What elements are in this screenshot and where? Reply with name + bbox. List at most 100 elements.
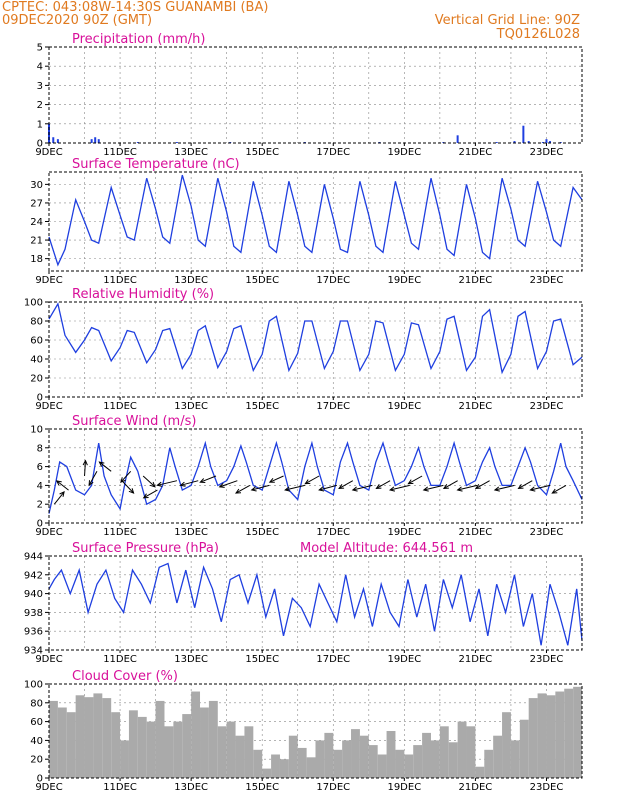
wind-xtick-label: 11DEC [103, 527, 137, 538]
wind-wind-arrow-head [199, 478, 206, 483]
wind-wind-arrow-head [529, 486, 536, 492]
precipitation-xtick-label: 9DEC [35, 147, 62, 158]
cloud-bar [493, 735, 503, 778]
wind-wind-arrow [157, 480, 178, 486]
temperature-title: Surface Temperature (nC) [72, 157, 240, 172]
cloud-ytick-label: 0 [37, 774, 43, 785]
cloud-bar [342, 740, 352, 778]
wind-wind-arrow [120, 470, 132, 483]
cloud-xtick-label: 19DEC [387, 782, 421, 793]
precipitation-bar [522, 125, 525, 143]
wind-wind-arrow-head [128, 488, 135, 494]
precipitation-bar [136, 142, 139, 143]
precipitation-frame [48, 46, 583, 144]
cloud-bar [315, 740, 325, 778]
wind-wind-arrow-head [268, 477, 275, 483]
cloud-bar [537, 693, 547, 778]
cloud-bar [404, 754, 414, 778]
wind-wind-arrow [84, 460, 87, 477]
humidity-xtick-label: 13DEC [174, 401, 208, 412]
wind-wind-arrow [142, 475, 156, 488]
wind-wind-arrow [457, 484, 478, 491]
pressure-panel: 934 936 938 940 942 944 9DEC 11DEC 13DEC 15DEC 17D… [24, 541, 583, 665]
wind-wind-arrow-head [156, 481, 163, 487]
cloud-bar [564, 688, 574, 778]
pressure-xtick-label: 15DEC [245, 654, 279, 665]
temperature-ytick-label: 18 [30, 254, 43, 265]
wind-xtick-label: 23DEC [530, 527, 564, 538]
wind-wind-arrow [143, 489, 158, 499]
humidity-ytick-label: 60 [30, 336, 43, 347]
precipitation-title: Precipitation (mm/h) [72, 32, 205, 47]
wind-xtick-label: 15DEC [245, 527, 279, 538]
cloud-bar [297, 747, 307, 778]
cloud-bar [306, 757, 316, 778]
humidity-ytick-label: 0 [37, 393, 43, 404]
cloud-bar [475, 766, 485, 778]
cloud-bar [413, 745, 423, 778]
cloud-bar [253, 749, 263, 778]
pressure-ytick-label: 940 [24, 589, 43, 600]
temperature-ytick-label: 30 [30, 180, 43, 191]
cloud-bar [510, 740, 520, 778]
wind-wind-arrow [53, 491, 65, 505]
cloud-bar [191, 691, 201, 778]
cloud-bar [439, 726, 449, 778]
wind-wind-arrow [423, 484, 444, 491]
wind-wind-arrow-head [551, 488, 558, 494]
cloud-bar [66, 712, 76, 778]
cloud-bar [208, 700, 218, 778]
temperature-xtick-label: 15DEC [245, 275, 279, 286]
wind-wind-arrow-head [88, 480, 94, 487]
cloud-bar [182, 714, 192, 778]
cloud-bar [466, 726, 476, 778]
precipitation-panel: 0 1 2 3 4 5 9DEC 11DEC 13DEC 15DEC 17DEC 19DEC 21DEC… [35, 32, 583, 158]
cloud-bar [324, 732, 334, 778]
cloud-bar [128, 710, 138, 778]
precipitation-ytick-label: 1 [37, 119, 43, 130]
wind-ytick-label: 10 [30, 425, 43, 436]
cloud-bar [457, 721, 467, 778]
cloud-bar [430, 740, 440, 778]
temperature-xtick-label: 11DEC [103, 275, 137, 286]
wind-wind-arrow [235, 484, 251, 494]
temperature-xtick-label: 9DEC [35, 275, 62, 286]
wind-wind-arrow [88, 471, 98, 486]
cloud-bar [84, 697, 94, 778]
temperature-xtick-label: 17DEC [316, 275, 350, 286]
wind-wind-arrow-head [351, 486, 358, 492]
cloud-ytick-label: 20 [30, 755, 43, 766]
cloud-bar [333, 749, 343, 778]
wind-wind-arrow [443, 480, 458, 489]
wind-wind-arrow [285, 484, 305, 491]
cloud-xtick-label: 17DEC [316, 782, 350, 793]
precipitation-bar [97, 139, 100, 143]
precipitation-bar [541, 142, 544, 143]
humidity-xtick-label: 23DEC [530, 401, 564, 412]
pressure-xtick-label: 13DEC [174, 654, 208, 665]
cloud-bar [484, 749, 494, 778]
wind-title: Surface Wind (m/s) [72, 414, 196, 429]
humidity-series-line [48, 302, 583, 375]
cloud-xtick-label: 13DEC [174, 782, 208, 793]
pressure-xtick-label: 11DEC [103, 654, 137, 665]
cloud-bar [75, 695, 85, 778]
cloud-title: Cloud Cover (%) [72, 669, 178, 684]
cloud-bar [271, 754, 280, 778]
wind-xtick-label: 17DEC [316, 527, 350, 538]
cloud-bar [200, 707, 209, 778]
humidity-ytick-label: 80 [30, 317, 43, 328]
wind-wind-arrow-head [407, 479, 414, 485]
pressure-annotation: Model Altitude: 644.561 m [300, 541, 473, 556]
humidity-xtick-label: 11DEC [103, 401, 137, 412]
humidity-xtick-label: 9DEC [35, 401, 62, 412]
cloud-bar [279, 759, 289, 778]
precipitation-bar [175, 142, 178, 143]
wind-series-line [48, 440, 583, 514]
cloud-bar [235, 735, 245, 778]
wind-wind-arrow [376, 480, 391, 489]
wind-ytick-label: 8 [37, 443, 43, 454]
wind-wind-arrow [200, 475, 217, 483]
wind-wind-arrow [219, 480, 238, 488]
